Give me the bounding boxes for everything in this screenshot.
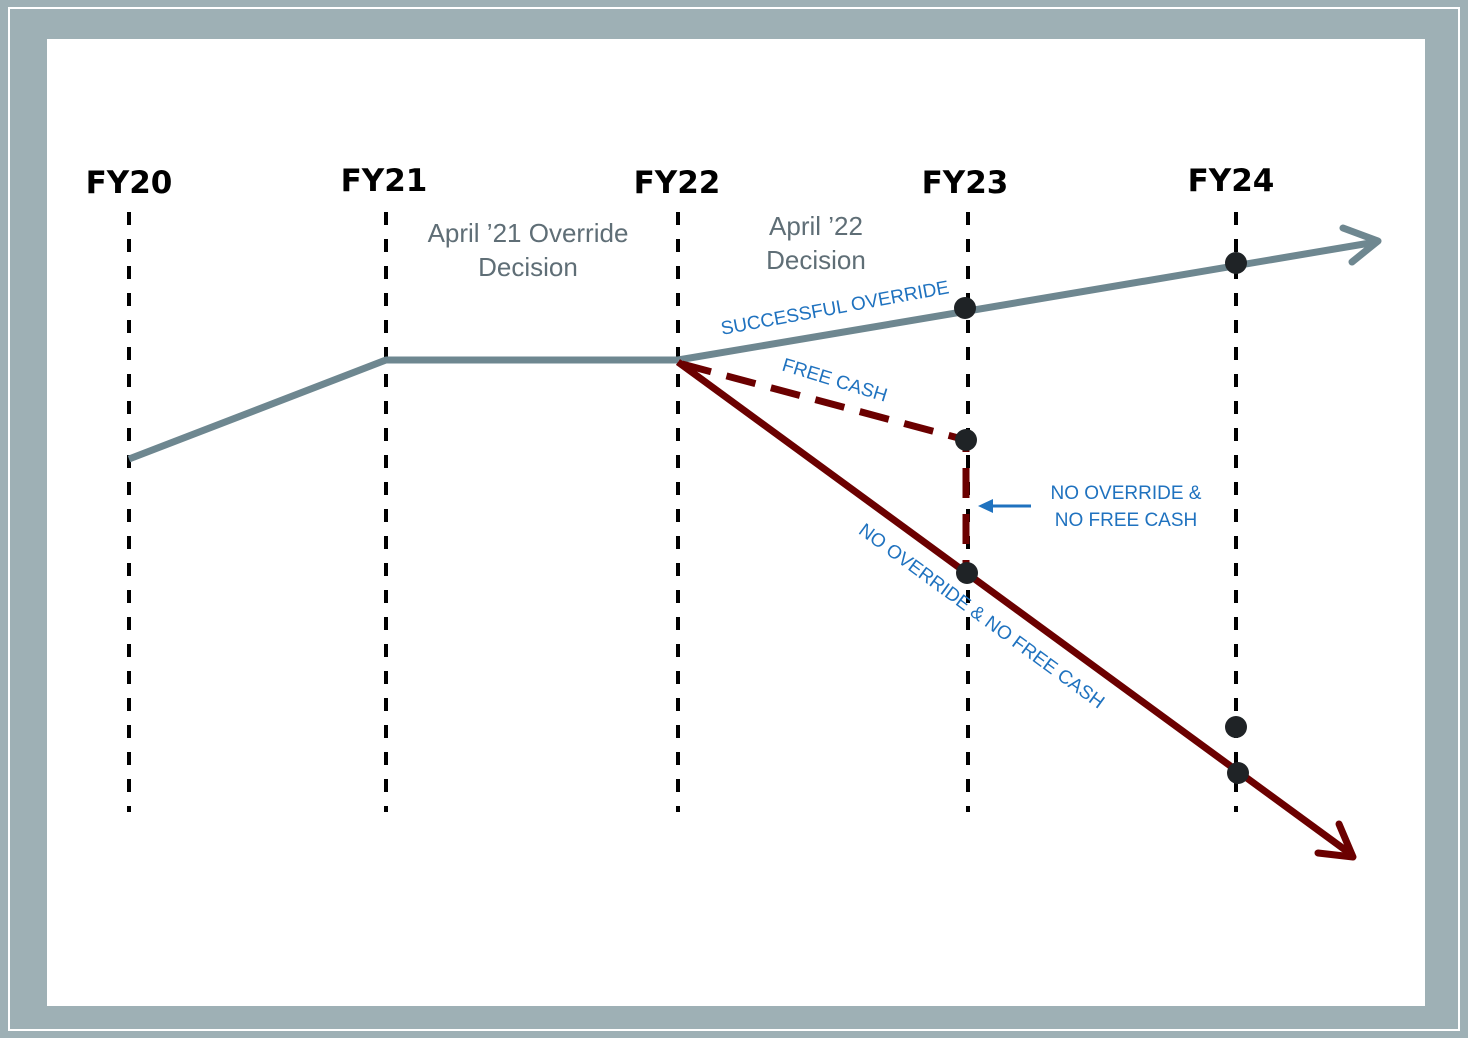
- april22-note-line2: Decision: [766, 245, 866, 275]
- marker-fy24-upper: [1225, 716, 1247, 738]
- diagram-panel: [47, 39, 1425, 1006]
- fy-label-fy20: FY20: [86, 165, 173, 201]
- fy-label-fy24: FY24: [1188, 163, 1275, 199]
- no-override-callout-line2: NO FREE CASH: [1055, 510, 1198, 531]
- april22-note-line1: April ’22: [769, 211, 863, 241]
- marker-fy23-no-override: [956, 562, 978, 584]
- baseline-path: [127, 356, 678, 463]
- fy-label-fy21: FY21: [341, 163, 428, 199]
- no-override-callout-line1: NO OVERRIDE &: [1051, 483, 1202, 504]
- marker-fy23-free-cash: [955, 429, 977, 451]
- callout-arrow-head: [978, 499, 993, 513]
- successful-override-arrowhead: [1339, 224, 1382, 266]
- fy-label-fy22: FY22: [634, 165, 721, 201]
- no-override-arrowhead: [1314, 820, 1357, 861]
- marker-fy24-override: [1225, 252, 1247, 274]
- successful-override-line: [677, 238, 1377, 364]
- marker-fy23-override: [954, 297, 976, 319]
- frame-inner-line: [8, 7, 1460, 1031]
- april21-note-line1: April ’21 Override: [428, 218, 629, 248]
- marker-fy24-no-override: [1227, 762, 1249, 784]
- april21-note-line2: Decision: [478, 252, 578, 282]
- fy-label-fy23: FY23: [922, 165, 1009, 201]
